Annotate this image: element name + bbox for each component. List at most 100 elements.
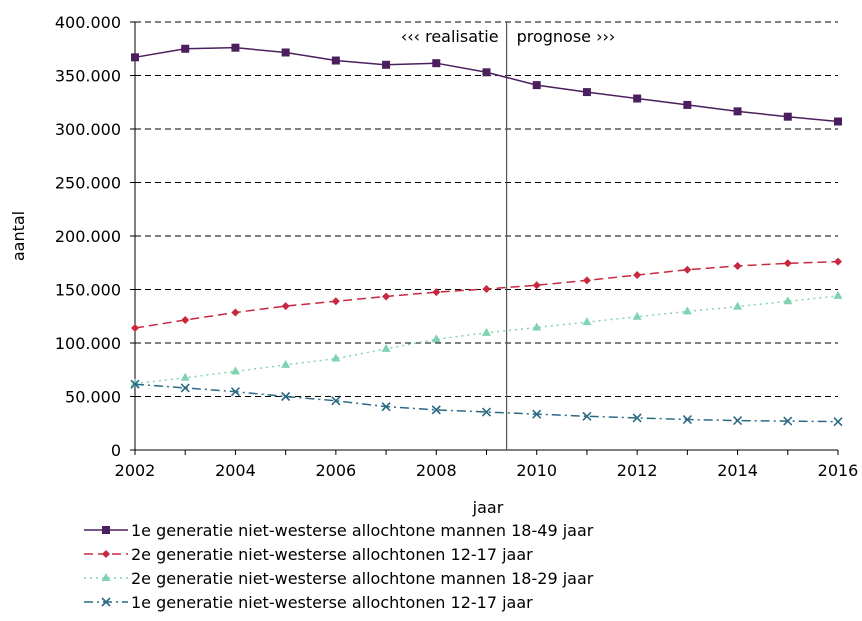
data-point: [834, 117, 842, 126]
data-point: [582, 276, 591, 285]
legend-label: 2e generatie niet-westerse allochtone ma…: [131, 569, 594, 588]
data-point: [633, 94, 642, 103]
series-line: [134, 295, 839, 385]
data-point: [331, 56, 340, 65]
data-point: [833, 290, 843, 299]
data-point: [281, 359, 291, 368]
data-point: [131, 53, 139, 62]
y-axis-ticks: 0 50.000 100.000 150.000 200.000 250.000 300.0…: [55, 13, 135, 460]
data-point: [783, 112, 792, 121]
data-point: [181, 44, 190, 53]
data-point: [532, 409, 542, 419]
data-point: [230, 387, 240, 397]
data-point: [683, 265, 692, 274]
data-point: [130, 379, 140, 389]
series-3: [130, 290, 843, 387]
data-point: [482, 68, 491, 77]
legend-item: 2e generatie niet-westerse allochtone ma…: [84, 569, 594, 588]
data-point: [331, 297, 340, 306]
data-point: [281, 48, 290, 57]
data-point: [733, 416, 743, 426]
x-tick-label: 2010: [516, 461, 557, 480]
data-point: [532, 322, 542, 331]
y-tick-label: 200.000: [55, 227, 121, 246]
legend-item: 2e generatie niet-westerse allochtonen 1…: [84, 545, 533, 564]
data-point: [532, 281, 541, 290]
data-point: [230, 366, 240, 375]
data-point: [102, 550, 110, 558]
series-line: [134, 260, 839, 329]
x-axis-ticks: 2002 2004 2006 2008 2010 2012 2014 2016: [115, 450, 858, 480]
y-tick-label: 300.000: [55, 120, 121, 139]
y-axis-title: aantal: [9, 211, 28, 261]
x-axis-title: jaar: [472, 498, 504, 517]
data-point: [231, 43, 240, 52]
data-point: [381, 343, 391, 352]
data-point: [431, 405, 441, 415]
legend-item: 1e generatie niet-westerse allochtone ma…: [84, 521, 594, 540]
data-point: [733, 107, 742, 116]
data-point: [582, 88, 591, 97]
data-point: [231, 308, 240, 317]
data-point: [432, 59, 441, 68]
series-line: [134, 46, 839, 123]
y-tick-label: 100.000: [55, 334, 121, 353]
y-tick-label: 250.000: [55, 174, 121, 193]
annotation-prognose: prognose ›››: [517, 27, 616, 46]
data-point: [633, 271, 642, 280]
series-4: [130, 379, 843, 427]
data-point: [181, 315, 190, 324]
data-point: [532, 81, 541, 90]
data-point: [101, 573, 111, 581]
x-tick-label: 2006: [315, 461, 356, 480]
data-point: [783, 416, 793, 426]
data-point: [683, 100, 692, 109]
data-point: [481, 407, 492, 417]
y-tick-label: 0: [111, 441, 121, 460]
y-tick-label: 350.000: [55, 67, 121, 86]
legend-label: 1e generatie niet-westerse allochtonen 1…: [131, 593, 533, 612]
data-point: [180, 383, 190, 393]
data-point: [180, 372, 190, 381]
data-point: [834, 257, 842, 266]
y-tick-label: 400.000: [55, 13, 121, 32]
data-point: [482, 284, 491, 293]
data-point: [733, 261, 742, 270]
data-point: [632, 311, 642, 320]
data-point: [733, 301, 743, 310]
annotation-realisatie: ‹‹‹ realisatie: [401, 27, 499, 46]
x-tick-label: 2008: [416, 461, 457, 480]
data-point: [582, 411, 592, 421]
data-point: [281, 391, 291, 402]
data-point: [331, 353, 341, 362]
y-tick-label: 50.000: [65, 388, 121, 407]
data-point: [102, 526, 110, 534]
data-point: [382, 292, 391, 301]
legend-label: 2e generatie niet-westerse allochtonen 1…: [131, 545, 533, 564]
series-group: [130, 43, 843, 427]
data-point: [281, 302, 290, 311]
data-point: [331, 396, 341, 406]
data-point: [130, 378, 140, 387]
data-point: [101, 597, 111, 607]
data-point: [632, 413, 642, 423]
data-point: [431, 334, 441, 343]
data-point: [582, 317, 592, 326]
series-line: [134, 383, 839, 423]
legend: 1e generatie niet-westerse allochtone ma…: [84, 521, 594, 612]
series-1: [131, 43, 842, 126]
y-tick-label: 150.000: [55, 281, 121, 300]
data-point: [783, 296, 793, 305]
x-tick-label: 2014: [717, 461, 758, 480]
data-point: [131, 324, 139, 333]
data-point: [833, 417, 843, 427]
series-2: [131, 257, 842, 333]
data-point: [382, 60, 391, 69]
data-point: [482, 327, 491, 336]
x-tick-label: 2002: [115, 461, 156, 480]
data-point: [682, 306, 692, 315]
x-tick-label: 2012: [617, 461, 658, 480]
gridlines: [135, 21, 838, 397]
data-point: [432, 288, 441, 297]
